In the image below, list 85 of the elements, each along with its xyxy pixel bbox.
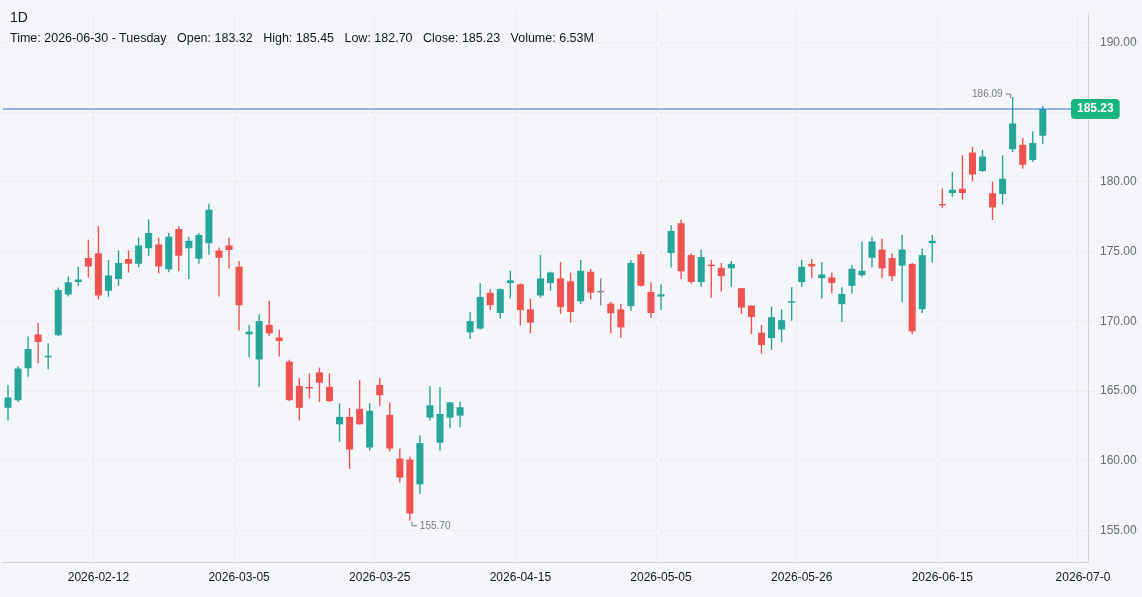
candlestick (727, 260, 735, 288)
y-tick-label: 190.00 (1100, 34, 1138, 49)
candlestick (506, 270, 514, 300)
candlestick (798, 259, 806, 288)
y-tick-label: 165.00 (1100, 383, 1138, 398)
candlestick (878, 237, 886, 279)
x-tick-label: 2026-05-26 (770, 570, 833, 585)
candlestick (747, 304, 755, 336)
candlestick (396, 447, 404, 484)
candlestick (989, 180, 997, 221)
candlestick (999, 154, 1007, 206)
candlestick (426, 385, 434, 422)
x-tick-label: 2026-02-12 (67, 570, 130, 585)
candlestick (868, 236, 876, 269)
candlestick (225, 237, 233, 270)
candlestick (1029, 130, 1037, 163)
candlestick (265, 300, 273, 337)
candlestick (898, 234, 906, 303)
candlestick (768, 305, 776, 351)
text: Time: 2026-06-30 - Tuesday Open: 183.32 High: 185.45 Low: 182.70 Close: 185.23 Volume: 6.53M (10, 31, 594, 45)
candlestick (737, 287, 745, 315)
candlestick (828, 271, 836, 295)
candlestick (717, 262, 725, 293)
candlestick (979, 149, 987, 173)
x-tick-label: 2026-06-15 (911, 570, 974, 585)
candlestick (145, 218, 153, 257)
candlestick (838, 286, 846, 323)
candlestick (667, 224, 675, 269)
candlestick (657, 283, 665, 311)
candlestick (788, 286, 796, 322)
candlestick (647, 281, 655, 319)
candlestick (185, 236, 193, 280)
chart-title: 1D (10, 9, 28, 25)
x-tick-label: 2026-03-05 (208, 570, 271, 585)
candlestick (295, 377, 303, 422)
y-tick-label: 170.00 (1100, 313, 1138, 328)
candlestick (536, 254, 544, 299)
candlestick (486, 288, 494, 311)
candlestick (496, 287, 504, 320)
x-tick-label: 2026-04-15 (489, 570, 552, 585)
candlestick (1019, 137, 1027, 170)
candlestick (64, 275, 72, 298)
candlestick (4, 384, 12, 422)
ref-line-label: 185.23 (1077, 101, 1115, 116)
candlestick (325, 372, 334, 403)
candlestick (24, 335, 32, 378)
candlestick (84, 238, 92, 279)
y-tick-label: 175.00 (1100, 243, 1138, 258)
candlestick (958, 154, 966, 201)
candlestick (547, 271, 555, 292)
candlestick (968, 146, 976, 182)
y-tick-label: 180.00 (1100, 174, 1138, 189)
candlestick (104, 259, 112, 298)
x-tick-label: 2026-03-25 (349, 570, 411, 585)
x-tick-label: 2026-05-05 (630, 570, 693, 585)
candlestick (526, 298, 534, 335)
candlestick (315, 366, 323, 403)
candlestick (195, 232, 203, 265)
candlestick (336, 402, 344, 443)
candlestick (587, 268, 595, 301)
candlestick (155, 237, 163, 274)
candlestick (848, 264, 856, 295)
candlestick (466, 311, 474, 340)
y-tick-label: 155.00 (1100, 522, 1138, 537)
candlestick (74, 266, 82, 287)
candlestick (446, 401, 454, 429)
candlestick (607, 301, 615, 335)
candlestick (215, 246, 223, 298)
candlestick (888, 252, 896, 282)
candlestick (356, 379, 364, 426)
candlestick (456, 400, 464, 428)
candlestick (778, 308, 786, 343)
x-tick-label: 2026-07-0 (1055, 570, 1111, 585)
candlestick (34, 322, 42, 365)
y-tick-label: 160.00 (1100, 453, 1138, 468)
candlestick (757, 324, 766, 355)
candlestick (125, 249, 133, 274)
annotation: 186.09 (972, 87, 1004, 99)
candlestick (135, 237, 143, 269)
candlestick (858, 240, 866, 278)
candlestick (617, 302, 625, 339)
candlestick (115, 249, 123, 287)
candlestick (948, 171, 956, 198)
annotation: 155.70 (419, 519, 451, 531)
candlestick (376, 377, 384, 407)
